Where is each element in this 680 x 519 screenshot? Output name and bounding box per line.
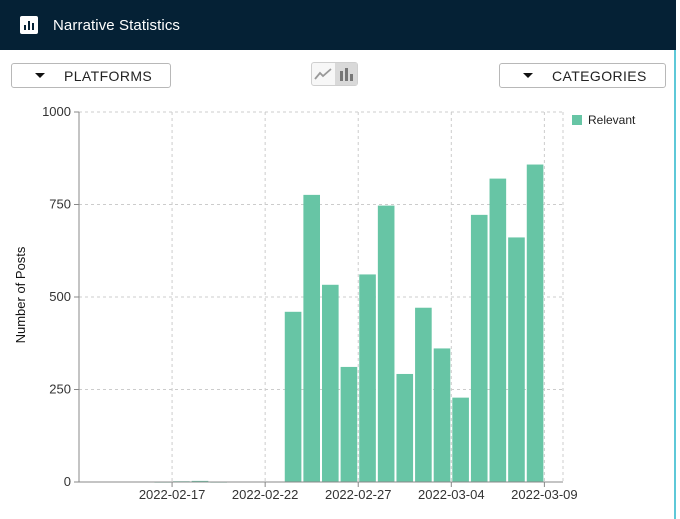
- x-tick-label: 2022-02-17: [139, 487, 206, 502]
- bar-2022-03-03[interactable]: [433, 348, 451, 482]
- posts-bar-chart: 0 250 500 750 1000 2022-02-17 2022-02-22 2022-0…: [13, 104, 636, 502]
- legend-swatch-relevant: [572, 115, 582, 125]
- platforms-label: PLATFORMS: [64, 67, 153, 84]
- y-axis-label: Number of Posts: [13, 246, 28, 343]
- bar-2022-02-23[interactable]: [284, 311, 302, 482]
- y-tick-label: 500: [49, 289, 71, 304]
- categories-dropdown-button[interactable]: CATEGORIES: [499, 63, 666, 88]
- bar-chart-icon: [339, 68, 353, 81]
- bar-2022-02-27[interactable]: [359, 274, 376, 482]
- bar-2022-02-26[interactable]: [340, 366, 358, 482]
- y-tick-label: 250: [49, 382, 71, 397]
- bar-2022-02-18[interactable]: [191, 480, 209, 482]
- bar-2022-03-08[interactable]: [526, 164, 544, 482]
- widget-header: Narrative Statistics: [0, 0, 676, 50]
- y-tick-label: 1000: [42, 104, 71, 119]
- y-tick-label: 0: [64, 474, 71, 489]
- bar-2022-02-24[interactable]: [303, 194, 320, 482]
- x-tick-label: 2022-02-27: [325, 487, 392, 502]
- bar-chart-toggle-button[interactable]: [334, 63, 357, 85]
- x-tick-label: 2022-03-04: [418, 487, 485, 502]
- caret-down-icon: [523, 73, 533, 78]
- line-chart-toggle-button[interactable]: [312, 63, 335, 85]
- chart-type-toggle: [311, 62, 358, 86]
- bar-2022-03-06[interactable]: [489, 178, 507, 482]
- bar-chart-icon: [20, 16, 38, 34]
- legend-label-relevant: Relevant: [588, 113, 636, 127]
- bar-2022-03-05[interactable]: [470, 214, 488, 483]
- x-tick-label: 2022-03-09: [511, 487, 578, 502]
- chart-bars: [154, 164, 544, 483]
- y-tick-label: 750: [49, 197, 71, 212]
- caret-down-icon: [35, 73, 45, 78]
- widget-title: Narrative Statistics: [53, 16, 181, 34]
- line-chart-icon: [314, 68, 332, 80]
- platforms-dropdown-button[interactable]: PLATFORMS: [11, 63, 171, 88]
- bar-2022-02-28[interactable]: [377, 205, 395, 483]
- bar-2022-02-25[interactable]: [322, 284, 339, 482]
- bar-2022-03-02[interactable]: [415, 307, 432, 482]
- chart-axes: 0 250 500 750 1000 2022-02-17 2022-02-22 2022-0…: [42, 104, 578, 502]
- categories-label: CATEGORIES: [552, 67, 647, 84]
- legend[interactable]: Relevant: [572, 113, 636, 127]
- x-tick-label: 2022-02-22: [232, 487, 299, 502]
- bar-2022-03-07[interactable]: [508, 237, 525, 482]
- bar-2022-03-04[interactable]: [452, 397, 469, 482]
- bar-2022-03-01[interactable]: [396, 373, 414, 482]
